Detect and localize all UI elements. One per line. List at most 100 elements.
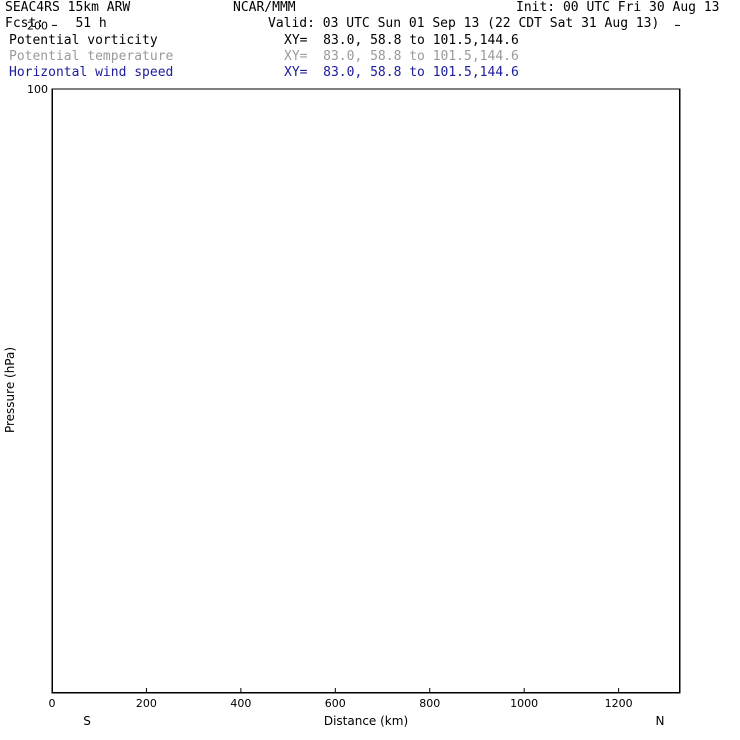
y-axis-label: Pressure (hPa): [3, 347, 17, 433]
model-title: SEAC4RS 15km ARW: [5, 0, 131, 15]
wind-vector-head: [256, 0, 258, 2]
wind-vector: [277, 29, 278, 35]
wind-vector-head: [617, 70, 619, 72]
x-tick-label: 1200: [605, 697, 633, 710]
wind-speed-maximum: [371, 0, 395, 32]
wind-vector-head: [617, 17, 619, 19]
wind-vector-head: [297, 52, 299, 54]
wind-vector-head: [472, 17, 474, 19]
wind-vector: [406, 23, 407, 35]
pv-contour-label: 1.5: [273, 71, 294, 86]
wind-vector-head: [574, 74, 576, 76]
wind-vector-head: [87, 75, 89, 77]
wind-vector-head: [297, 15, 299, 17]
wind-vector-head: [552, 11, 554, 13]
wind-vector-head: [490, 29, 492, 31]
wind-vector: [639, 6, 640, 12]
isentrope-label: 360: [228, 68, 253, 83]
wind-vector: [597, 64, 598, 77]
wind-vector-head: [407, 22, 409, 24]
wind-vector-head: [553, 23, 555, 25]
wind-vector: [426, 64, 427, 70]
x-tick-label: 1000: [510, 697, 538, 710]
wind-vector: [595, 27, 597, 35]
wind-vector-head: [278, 0, 280, 1]
wind-vector-head: [109, 71, 111, 73]
pv-contour-label: 7: [487, 44, 495, 59]
wind-vector: [321, 35, 323, 44]
wind-speed-maximum: [677, 0, 683, 6]
wind-vector-head: [556, 69, 558, 71]
wind-vector-head: [194, 11, 196, 13]
pv-extreme-value: 19.96: [194, 34, 231, 49]
wind-vector: [618, 6, 619, 18]
wind-vector-head: [638, 68, 640, 70]
wind-vector: [449, 29, 450, 35]
wind-vector: [597, 6, 598, 13]
wind-vector-head: [533, 69, 535, 71]
wind-vector: [619, 29, 621, 35]
wind-vector: [279, 55, 280, 64]
wind-vector-head: [423, 22, 425, 24]
wind-vector-head: [85, 43, 87, 45]
wind-vector: [406, 64, 408, 73]
pv-extreme-value: .16: [179, 0, 200, 1]
wind-vector: [512, 27, 513, 35]
wind-vector: [172, 64, 174, 76]
wind-vector-head: [659, 41, 661, 43]
wind-vector-head: [214, 41, 216, 43]
pv-extreme-value: 20.66: [59, 15, 96, 30]
x-tick-label: 0: [49, 697, 56, 710]
legend-theta-xy: XY= 83.0, 58.8 to 101.5,144.6: [284, 49, 519, 64]
wind-vector-head: [193, 68, 195, 70]
pv-extreme-value: .84: [372, 28, 393, 43]
wind-vector-head: [472, 50, 474, 52]
wind-vector: [109, 35, 110, 44]
wind-vector: [233, 25, 236, 35]
wind-vector-head: [279, 54, 281, 56]
legend-wind-label: Horizontal wind speed: [9, 65, 174, 80]
legend-pv-label: Potential vorticity: [9, 33, 158, 48]
wind-vector-head: [594, 26, 596, 28]
wind-vector-head: [235, 11, 237, 13]
wind-vector-head: [487, 51, 489, 53]
wind-vector: [553, 6, 554, 11]
wind-vector: [382, 52, 385, 64]
wind-vector-head: [513, 69, 515, 71]
wind-vector: [340, 54, 342, 64]
x-axis-label: Distance (km): [324, 714, 408, 728]
wind-vector-head: [151, 57, 153, 59]
x-tick-label: 200: [136, 697, 157, 710]
wind-vector-head: [383, 11, 385, 13]
wind-vector: [449, 6, 451, 12]
init-time: Init: 00 UTC Fri 30 Aug 13: [516, 0, 720, 15]
wind-vector: [129, 26, 130, 35]
wind-vector-head: [149, 13, 151, 15]
wind-vector-head: [360, 16, 362, 18]
wind-vector: [534, 64, 535, 70]
wind-vector-head: [232, 24, 234, 26]
wind-vector: [342, 25, 343, 35]
wind-vector: [150, 6, 151, 14]
wind-vector-head: [383, 43, 385, 45]
wind-vector-head: [65, 0, 67, 2]
wind-vector-head: [447, 56, 449, 58]
wind-vector-head: [276, 28, 278, 30]
pv-contour-label: 1.5: [226, 28, 247, 43]
pv-extreme-marker: H: [208, 19, 218, 34]
wind-vector: [87, 6, 88, 15]
wind-vector: [257, 1, 258, 7]
wind-vector-head: [596, 12, 598, 14]
wind-vector: [298, 53, 300, 63]
wind-vector-head: [487, 17, 489, 19]
wind-vector: [509, 6, 512, 17]
wind-vector-head: [638, 11, 640, 13]
wind-vector: [639, 64, 640, 69]
wind-vector-head: [63, 54, 65, 56]
isentrope-line: [52, 51, 680, 73]
wind-vector-head: [574, 26, 576, 28]
wind-vector: [150, 30, 151, 35]
forecast-hour: Fcst: 51 h: [5, 16, 107, 31]
wind-vector-head: [217, 50, 219, 52]
wind-vector-head: [232, 75, 234, 77]
